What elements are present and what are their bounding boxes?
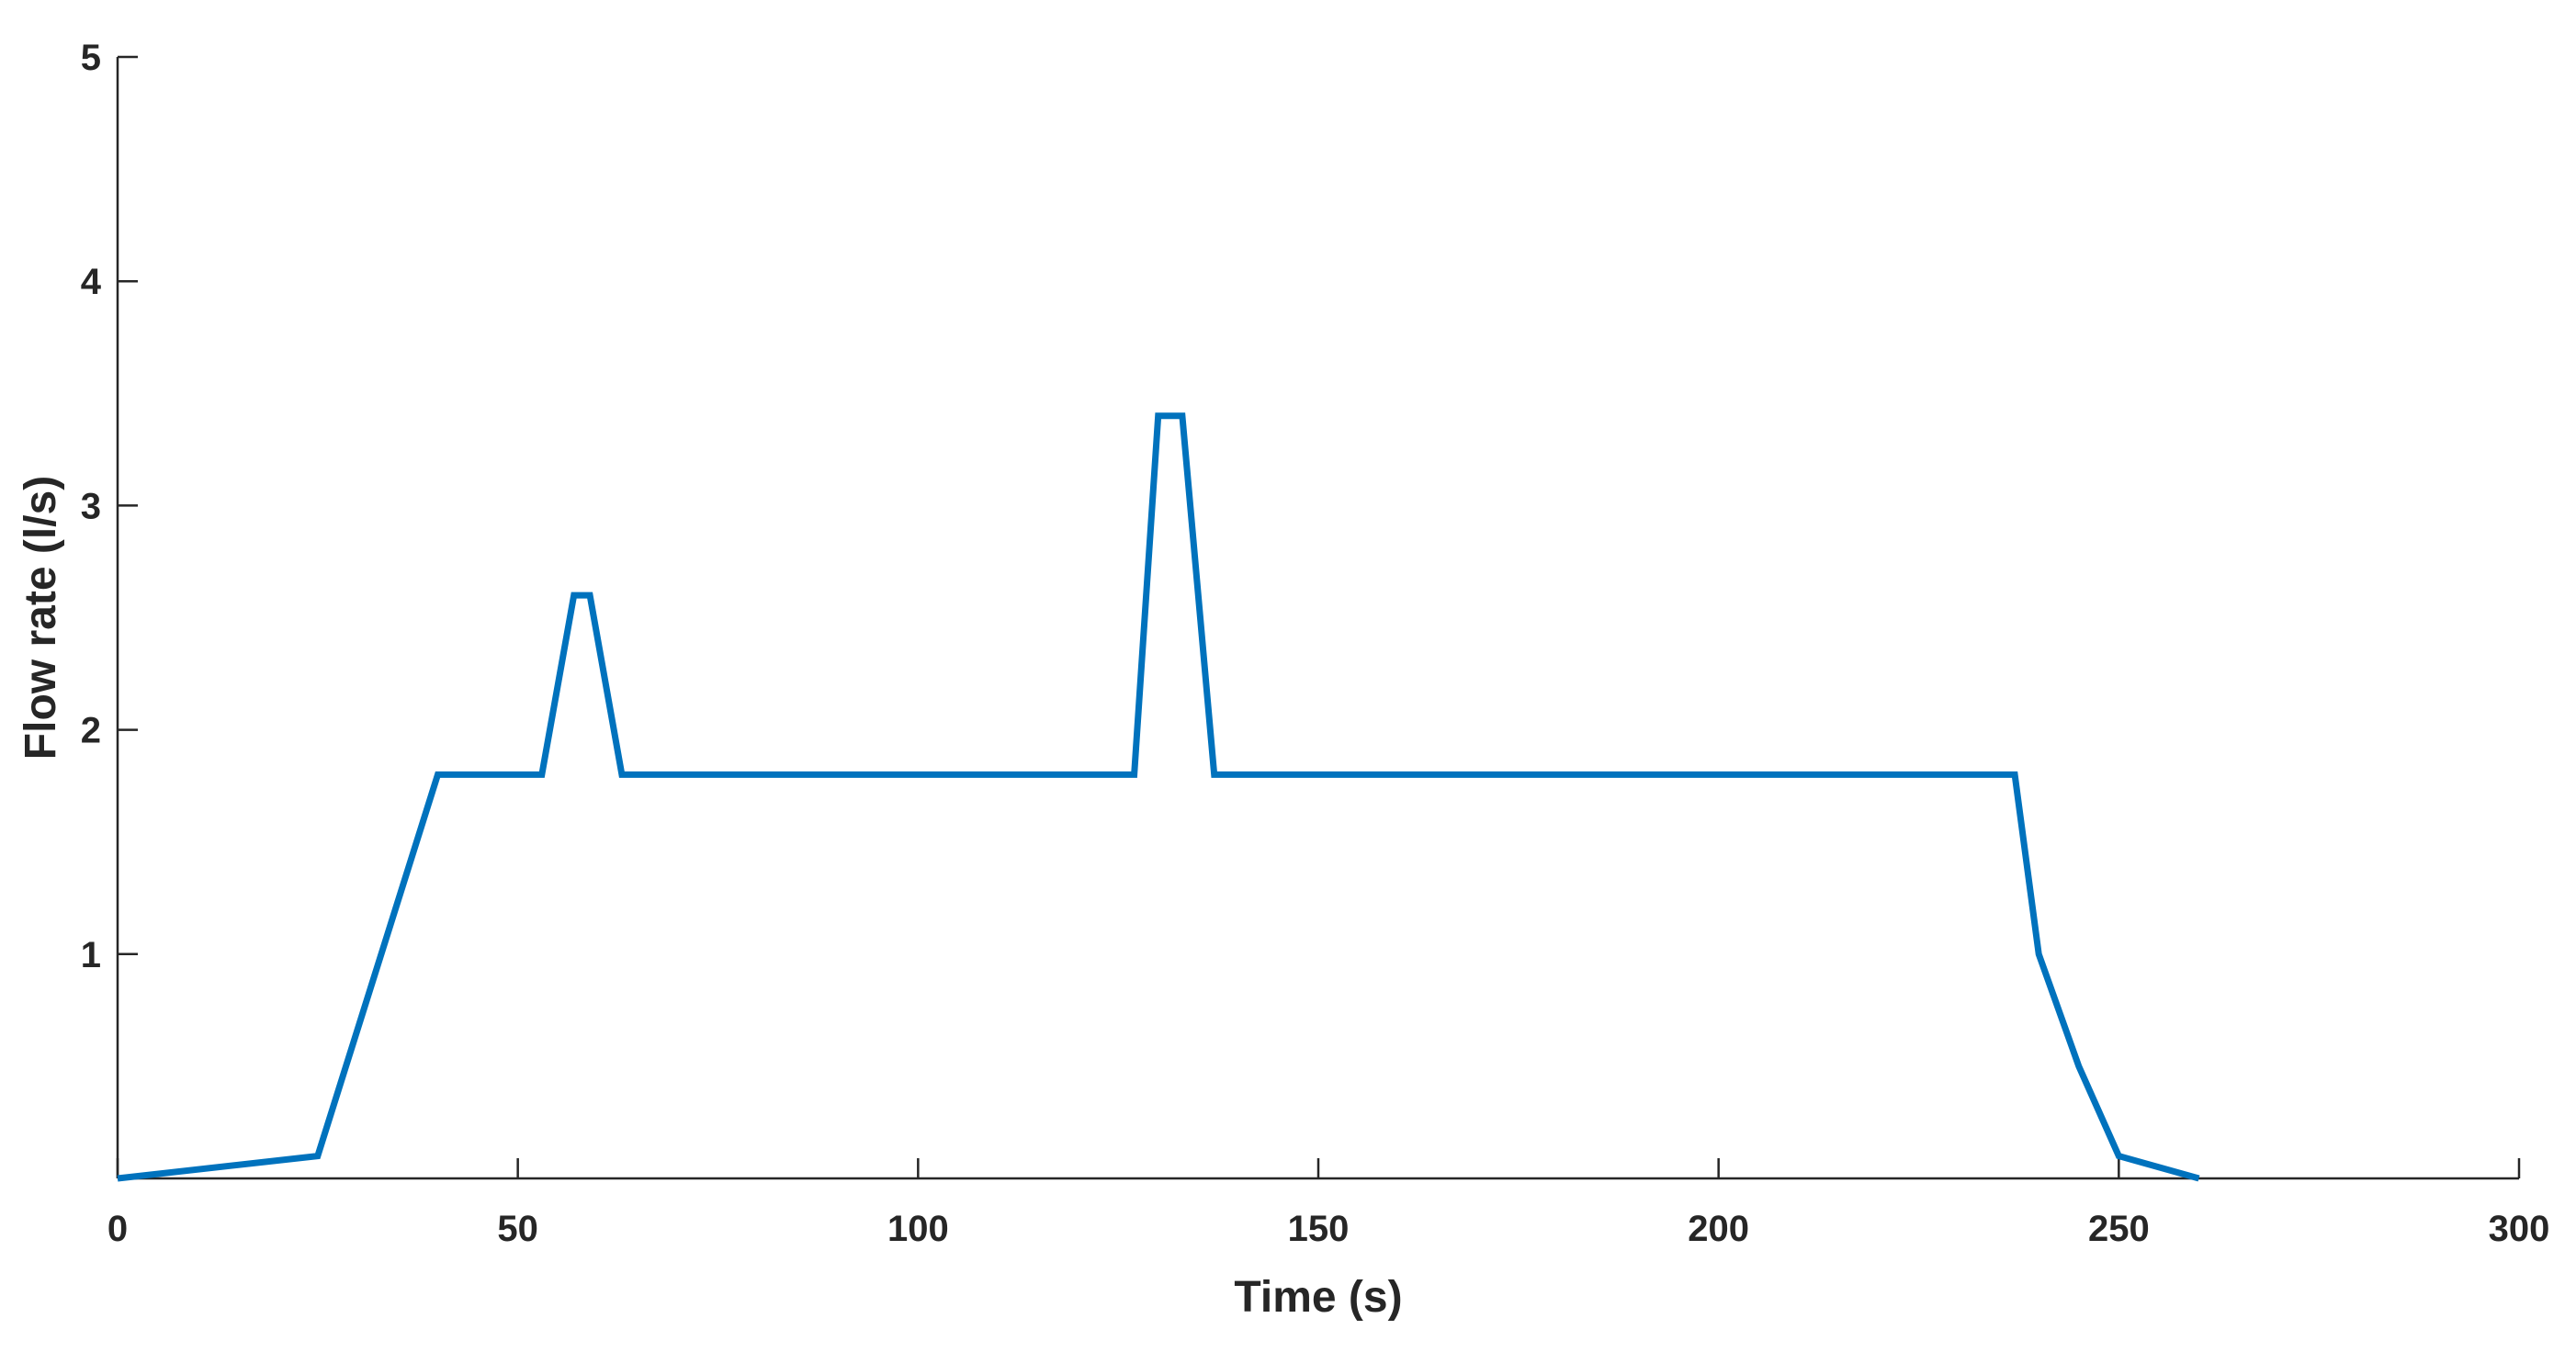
series-group — [117, 412, 2200, 1182]
y-tick-label: 2 — [81, 711, 101, 751]
x-tick-label: 150 — [1288, 1209, 1350, 1249]
y-tick-label: 3 — [81, 486, 101, 526]
y-tick-label: 4 — [81, 262, 102, 302]
x-tick-label: 300 — [2489, 1209, 2550, 1249]
y-tick-label: 5 — [81, 38, 101, 78]
x-axis-title: Time (s) — [1234, 1273, 1402, 1322]
x-axis-ticks: 0 50 100 150 200 250 300 — [107, 1158, 2550, 1249]
x-tick-label: 100 — [887, 1209, 949, 1249]
y-axis-ticks: 1 2 3 4 5 — [81, 38, 138, 975]
x-tick-label: 50 — [497, 1209, 538, 1249]
y-tick-label: 1 — [81, 935, 101, 975]
x-tick-label: 0 — [107, 1209, 128, 1249]
flow-rate-series-line — [117, 412, 2200, 1182]
x-tick-label: 200 — [1688, 1209, 1749, 1249]
y-axis-title: Flow rate (l/s) — [17, 476, 65, 760]
x-tick-label: 250 — [2088, 1209, 2150, 1249]
